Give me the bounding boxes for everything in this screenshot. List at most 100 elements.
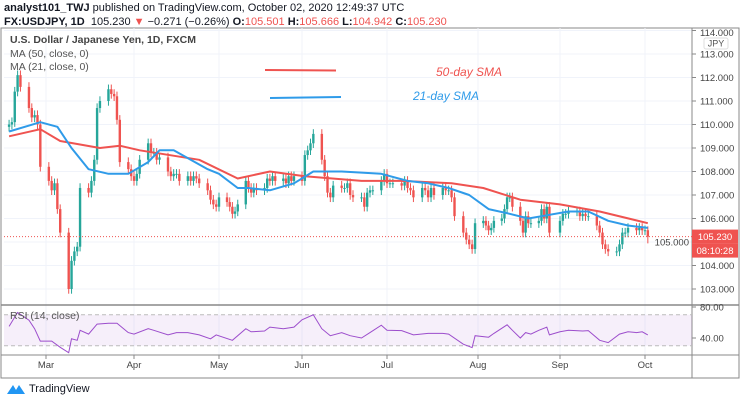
candle-body (33, 115, 36, 118)
candle-body (548, 206, 551, 233)
price-tick-label: 112.000 (700, 73, 734, 84)
close-label: C: (395, 16, 407, 28)
candle-body (545, 206, 548, 219)
candle-body (112, 93, 116, 97)
ma50-annotation-text: 50-day SMA (436, 65, 502, 79)
candle-body (98, 101, 102, 109)
last-price-badge (692, 229, 738, 244)
candle-body (564, 213, 567, 215)
candle-body (76, 246, 79, 252)
candle-body (615, 251, 618, 253)
candle-body (268, 178, 272, 181)
candle-body (56, 183, 59, 210)
candle-body (587, 216, 590, 218)
candle-body (132, 176, 136, 181)
high-value: 105.666 (299, 16, 340, 28)
candle-body (537, 220, 541, 224)
time-tick-label: Aug (470, 360, 487, 371)
candle-body (206, 183, 209, 191)
candle-body (406, 180, 409, 188)
candle-body (581, 213, 584, 217)
price-tick-label: 113.000 (700, 50, 734, 61)
candle-body (67, 232, 70, 289)
publish-info: analyst101_TWJ published on TradingView.… (4, 2, 404, 14)
candle-body (524, 216, 527, 233)
ma21-line (8, 121, 648, 229)
candle-body (19, 75, 22, 87)
candle-body (73, 251, 76, 261)
candle-body (209, 190, 212, 200)
price-tick-label: 114.000 (700, 28, 734, 39)
candle-body (426, 190, 430, 198)
candle-body (346, 183, 349, 188)
ma50-legend[interactable]: MA (50, close, 0) (10, 48, 89, 60)
price-tick-label: 109.000 (700, 144, 734, 155)
ma21-legend[interactable]: MA (21, close, 0) (10, 61, 89, 73)
candle-body (306, 150, 309, 156)
candle-body (249, 187, 253, 193)
candle-body (595, 216, 599, 226)
candle-body (158, 157, 161, 160)
symbol-info: FX:USDJPY, 1D 105.230 ▼ −0.271 (−0.26%) … (4, 16, 447, 28)
candle-body (540, 209, 543, 221)
candle-body (505, 197, 509, 210)
candle-body (323, 159, 326, 177)
candle-body (492, 220, 496, 228)
rsi-tick-label: 40.00 (700, 334, 724, 345)
candle-body (643, 230, 647, 232)
candle-body (236, 204, 239, 212)
candle-body (30, 108, 33, 118)
candle-body (601, 232, 604, 245)
close-value: 105.230 (406, 16, 447, 28)
currency-label: JPY (708, 39, 725, 49)
candle-body (365, 192, 369, 207)
candle-body (282, 178, 285, 181)
candle-body (217, 197, 221, 207)
candle-body (635, 227, 638, 231)
candle-body (320, 133, 324, 160)
tradingview-logo-icon (7, 385, 25, 394)
candle-body (331, 185, 335, 198)
candle-body (50, 180, 53, 191)
ma21-annotation-text: 21-day SMA (412, 89, 479, 103)
candle-body (561, 213, 565, 221)
candle-body (303, 155, 307, 181)
candle-body (432, 187, 436, 195)
candle-body (178, 173, 181, 181)
low-label: L: (342, 16, 353, 28)
candle-body (646, 230, 650, 237)
candle-body (110, 89, 113, 94)
brand-name[interactable]: TradingView (29, 382, 90, 395)
candle-body (115, 96, 119, 120)
candle-body (244, 180, 247, 205)
candle-body (421, 187, 424, 198)
price-tick-label: 110.000 (700, 120, 734, 131)
candle-body (16, 75, 19, 92)
candle-body (13, 91, 16, 123)
author-name[interactable]: analyst101_TWJ (4, 2, 90, 14)
candle-body (292, 176, 296, 181)
ma21-annotation-line (269, 96, 342, 99)
candle-body (169, 171, 173, 177)
candle-body (228, 202, 231, 207)
ma50-line (8, 128, 649, 225)
countdown-badge (692, 243, 738, 258)
candle-body (172, 173, 175, 177)
time-tick-label: Jul (381, 360, 393, 371)
rsi-legend[interactable]: RSI (14, close) (10, 310, 80, 322)
candle-body (95, 108, 99, 160)
last-price: 105.230 (90, 16, 131, 28)
candle-body (233, 211, 237, 214)
candle-body (7, 124, 11, 127)
price-tick-label: 104.000 (700, 261, 734, 272)
price-tick-label: 103.000 (700, 285, 734, 296)
candle-body (274, 176, 277, 181)
candle-body (10, 122, 14, 125)
candle-body (385, 173, 389, 184)
candle-body (368, 190, 372, 193)
candle-body (467, 239, 471, 245)
candle-body (578, 211, 582, 217)
open-label: O: (232, 16, 245, 28)
symbol: FX:USDJPY, 1D (4, 16, 85, 28)
